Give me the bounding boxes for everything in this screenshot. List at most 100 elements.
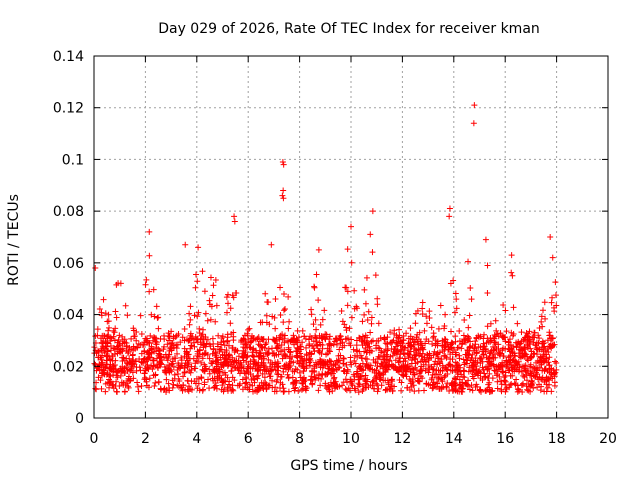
data-point: [455, 344, 462, 351]
data-point: [461, 337, 468, 344]
data-point: [384, 347, 391, 354]
data-point: [107, 356, 114, 363]
data-point: [127, 377, 134, 384]
data-point: [326, 347, 333, 354]
data-point: [390, 348, 397, 355]
data-point: [466, 312, 473, 319]
data-point: [259, 336, 266, 343]
data-point: [454, 366, 461, 373]
data-point: [145, 384, 152, 391]
data-point: [310, 338, 317, 345]
data-point: [335, 365, 342, 372]
data-point: [336, 346, 343, 353]
data-point: [378, 349, 385, 356]
data-point: [420, 346, 427, 353]
data-point: [547, 234, 554, 240]
data-point: [465, 377, 472, 384]
data-point: [161, 343, 168, 350]
data-point: [384, 334, 391, 341]
data-point: [249, 352, 256, 359]
data-point: [195, 244, 202, 251]
data-point: [370, 356, 377, 363]
data-point: [382, 368, 389, 375]
data-point: [100, 296, 107, 303]
data-point: [430, 330, 437, 337]
data-point: [344, 246, 351, 253]
x-tick-label: 20: [599, 431, 617, 447]
data-point: [280, 319, 287, 326]
data-point: [216, 368, 223, 375]
data-point: [280, 307, 287, 314]
data-point: [154, 364, 161, 371]
data-point: [98, 347, 105, 354]
y-tick-label: 0.12: [53, 101, 84, 117]
data-point: [348, 259, 355, 266]
data-point: [138, 359, 145, 366]
data-point: [307, 362, 314, 369]
data-point: [256, 353, 263, 360]
data-point: [222, 354, 229, 361]
data-point: [452, 387, 459, 394]
data-point: [508, 380, 515, 387]
data-point: [505, 367, 512, 374]
data-point: [364, 317, 371, 324]
data-point: [469, 363, 476, 370]
x-tick-label: 12: [393, 431, 411, 447]
data-point: [523, 377, 530, 384]
data-point: [459, 340, 466, 347]
data-point: [144, 363, 151, 370]
data-point: [175, 371, 182, 378]
data-point: [400, 350, 407, 357]
data-point: [372, 272, 379, 279]
data-point: [275, 363, 282, 370]
data-point: [339, 344, 346, 351]
data-point: [210, 282, 217, 289]
data-point: [153, 335, 160, 342]
data-point: [188, 342, 195, 349]
data-point: [280, 161, 287, 168]
data-point: [200, 386, 207, 393]
data-point: [112, 357, 119, 364]
data-point: [411, 345, 418, 352]
data-point: [521, 373, 528, 380]
data-point: [445, 346, 452, 353]
data-point: [265, 350, 272, 357]
data-point: [313, 271, 320, 278]
data-point: [170, 381, 177, 388]
data-point: [351, 385, 358, 392]
data-point: [506, 359, 513, 366]
data-point: [402, 344, 409, 351]
data-point: [153, 303, 160, 310]
data-point: [299, 377, 306, 384]
data-point: [229, 292, 236, 299]
data-point: [344, 288, 351, 295]
data-point: [272, 295, 279, 302]
data-point: [326, 333, 333, 340]
data-point: [315, 387, 322, 394]
data-point: [465, 324, 472, 331]
data-point: [179, 387, 186, 394]
data-point: [475, 343, 482, 350]
data-point: [311, 363, 318, 370]
data-point: [426, 315, 433, 322]
data-point: [363, 341, 370, 348]
data-point: [125, 373, 132, 380]
data-point: [124, 350, 131, 357]
data-point: [368, 338, 375, 345]
data-point: [241, 369, 248, 376]
data-point: [292, 378, 299, 385]
data-point: [177, 339, 184, 346]
data-point: [473, 350, 480, 357]
data-point: [287, 362, 294, 369]
data-point: [456, 382, 463, 389]
data-point: [143, 276, 150, 283]
data-point: [359, 342, 366, 349]
data-point: [518, 368, 525, 375]
data-point: [490, 347, 497, 354]
data-point: [106, 384, 113, 391]
data-point: [385, 379, 392, 386]
x-tick-label: 2: [141, 431, 150, 447]
data-point: [308, 311, 315, 318]
data-point: [503, 386, 510, 393]
data-point: [415, 336, 422, 343]
